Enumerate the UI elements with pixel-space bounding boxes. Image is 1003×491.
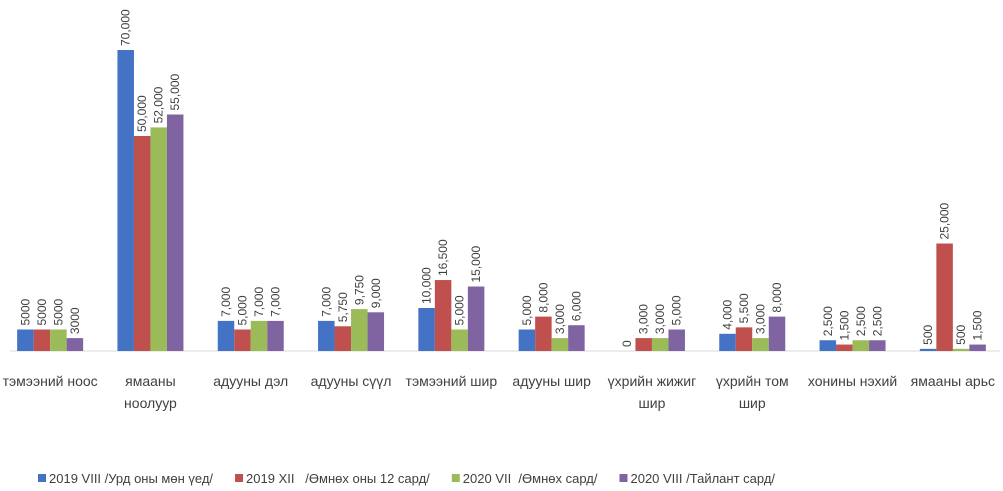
bar [66,338,84,351]
data-label: 3,000 [754,304,768,334]
bar [451,329,468,351]
bar [367,312,385,351]
bar [535,316,552,351]
x-tick-label: үхрийн жижиг шир [608,373,697,411]
data-label: 9,750 [352,275,366,305]
x-tick-label: адууны сүүл [311,373,392,389]
data-label: 1,500 [971,310,985,340]
bar [234,329,251,351]
data-label: 9,000 [369,278,383,308]
bar [166,114,184,351]
data-label: 70,000 [119,9,133,46]
data-label: 52,000 [152,86,166,123]
data-label: 7,000 [252,287,266,317]
bar [952,348,970,351]
bar [635,338,652,351]
data-label: 7,000 [319,287,333,317]
data-label: 5000 [18,298,32,325]
bar [568,325,585,351]
x-tick-label: тэмээний шир [406,373,498,389]
data-label: 15,000 [469,245,483,282]
bar [551,338,569,351]
bar [33,329,51,351]
data-label: 500 [954,325,968,345]
bar [735,327,753,351]
bar [518,329,536,351]
bar [434,280,452,351]
legend-swatch [235,474,244,482]
legend-swatch [619,474,628,482]
data-label: 500 [921,325,935,345]
legend-label: 2020 VII /Өмнөх сард/ [463,471,598,486]
bar [668,329,685,351]
data-label: 2,500 [821,306,835,336]
data-label: 3,000 [653,304,667,334]
bar [852,340,870,351]
data-label: 5,000 [453,295,467,325]
x-tick-label: адууны шир [512,373,591,389]
data-label: 5,000 [236,295,250,325]
bar [150,127,167,352]
data-label: 10,000 [420,267,434,304]
legend-label: 2019 XII /Өмнөх оны 12 сард/ [246,471,430,486]
bar [919,348,937,351]
data-label: 7,000 [269,287,283,317]
data-label: 0 [620,340,634,347]
data-label: 5,000 [520,295,534,325]
data-label: 55,000 [168,73,182,110]
data-label: 4,000 [721,299,735,329]
bar [752,338,769,351]
bar [869,340,886,351]
x-tick-label: тэмээний ноос [3,373,98,389]
bar [133,136,151,351]
data-label: 6,000 [569,291,583,321]
data-label: 3000 [68,307,82,334]
x-tick-label: үхрийн том шир [716,373,789,411]
data-label: 8,000 [536,282,550,312]
bar [467,286,485,351]
data-label: 1,500 [837,310,851,340]
bar [651,338,669,351]
legend-label: 2020 VIII /Тайлант сард/ [630,471,775,486]
data-label: 50,000 [135,95,149,132]
data-label: 16,500 [436,239,450,276]
data-label: 5,500 [737,293,751,323]
data-label: 5,000 [670,295,684,325]
data-label: 5000 [35,298,49,325]
bar [334,326,352,351]
data-label: 5000 [51,298,65,325]
bar [836,344,853,351]
legend-swatch [451,474,460,482]
data-label: 3,000 [637,304,651,334]
data-label: 8,000 [770,282,784,312]
x-tick-label: ямааны ноолуур [124,373,177,411]
bar [17,329,34,351]
bar [351,309,368,351]
bar [318,320,335,351]
bar [719,333,736,351]
bar [768,316,786,351]
bar [267,320,284,351]
legend-label: 2019 VIII /Урд оны мөн үед/ [49,471,213,486]
x-tick-label: адууны дэл [213,373,288,389]
bar [117,50,134,351]
data-label: 25,000 [938,202,952,239]
data-label: 5,750 [336,292,350,322]
bar [50,329,67,351]
data-label: 2,500 [854,306,868,336]
bar [936,243,953,351]
bar [418,308,435,351]
bar [217,320,235,351]
x-tick-label: хонины нэхий [808,373,897,389]
x-tick-label: ямааны арьс [911,373,995,389]
data-label: 7,000 [219,287,233,317]
data-label: 3,000 [553,304,567,334]
legend-swatch [38,474,46,482]
bar [819,340,837,351]
bar [969,344,986,351]
data-label: 2,500 [870,306,884,336]
bar [250,320,268,351]
